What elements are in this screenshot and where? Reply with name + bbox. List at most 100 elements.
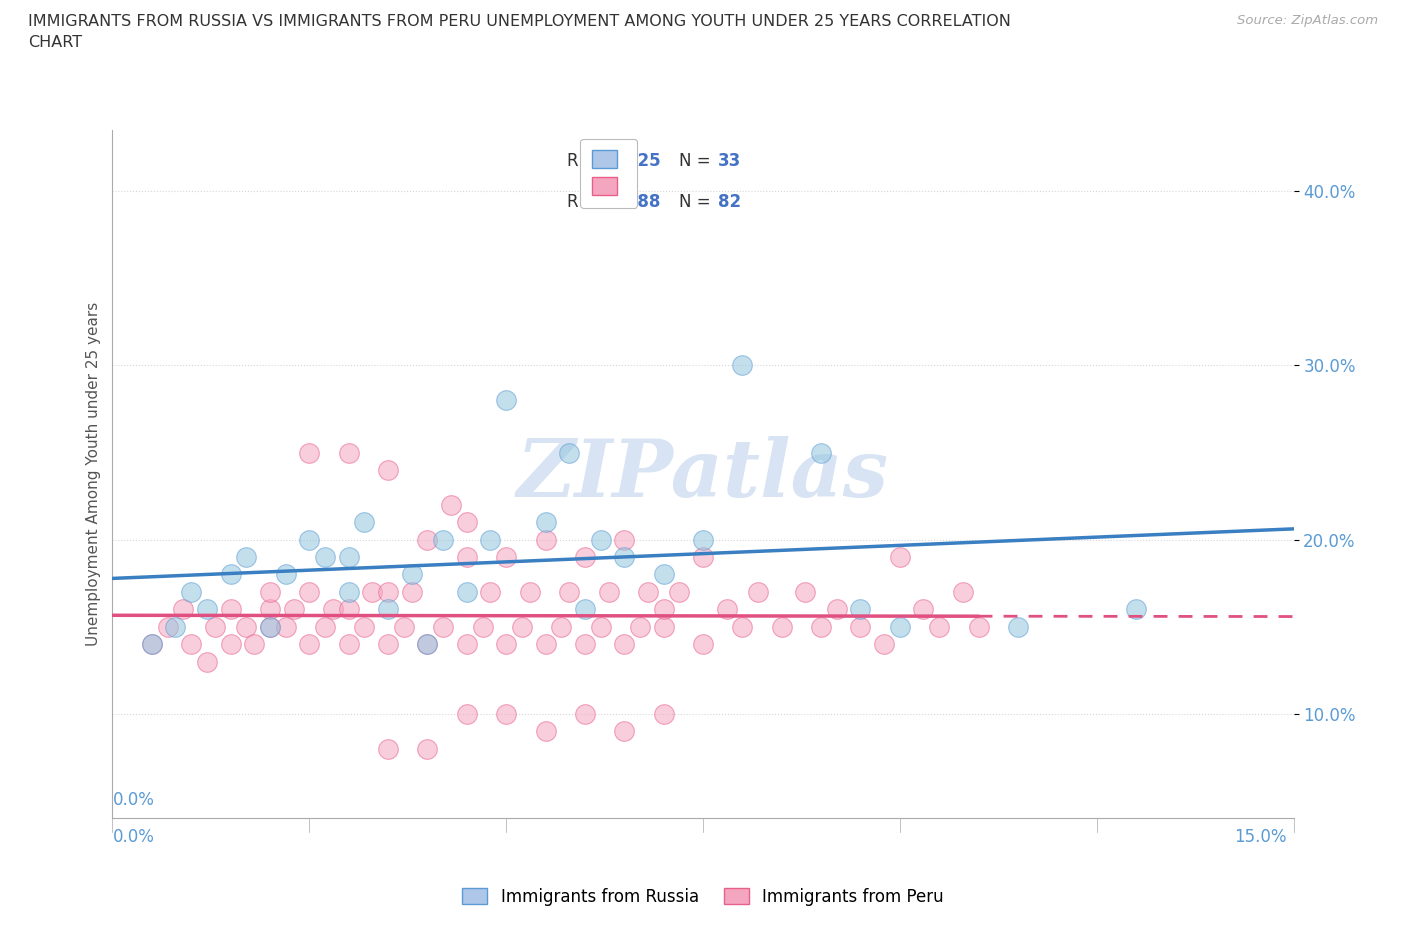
Point: [219, 602, 242, 617]
Point: [141, 637, 163, 652]
Point: [298, 584, 321, 599]
Point: [337, 445, 360, 460]
Point: [952, 584, 974, 599]
Point: [259, 619, 281, 634]
Point: [283, 602, 305, 617]
Point: [589, 532, 612, 547]
Point: [613, 550, 636, 565]
Point: [456, 637, 478, 652]
Point: [479, 532, 502, 547]
Point: [574, 602, 596, 617]
Point: [1125, 602, 1147, 617]
Text: Source: ZipAtlas.com: Source: ZipAtlas.com: [1237, 14, 1378, 27]
Point: [849, 619, 872, 634]
Point: [219, 567, 242, 582]
Point: [534, 532, 557, 547]
Point: [432, 532, 454, 547]
Point: [495, 637, 517, 652]
Point: [259, 602, 281, 617]
Point: [416, 637, 439, 652]
Point: [849, 602, 872, 617]
Point: [401, 567, 423, 582]
Point: [534, 724, 557, 738]
Text: 0.425: 0.425: [609, 153, 661, 170]
Point: [337, 550, 360, 565]
Point: [692, 637, 714, 652]
Point: [337, 584, 360, 599]
Point: [668, 584, 690, 599]
Text: IMMIGRANTS FROM RUSSIA VS IMMIGRANTS FROM PERU UNEMPLOYMENT AMONG YOUTH UNDER 25: IMMIGRANTS FROM RUSSIA VS IMMIGRANTS FRO…: [28, 14, 1011, 29]
Point: [613, 724, 636, 738]
Point: [558, 445, 581, 460]
Point: [652, 707, 675, 722]
Point: [889, 550, 911, 565]
Point: [598, 584, 620, 599]
Point: [652, 619, 675, 634]
Point: [1007, 619, 1029, 634]
Point: [377, 584, 399, 599]
Point: [534, 637, 557, 652]
Point: [889, 619, 911, 634]
Point: [337, 602, 360, 617]
Text: 33: 33: [718, 153, 741, 170]
Point: [692, 550, 714, 565]
Point: [550, 619, 572, 634]
Point: [613, 637, 636, 652]
Point: [628, 619, 651, 634]
Point: [613, 532, 636, 547]
Point: [928, 619, 950, 634]
Point: [495, 707, 517, 722]
Point: [377, 741, 399, 756]
Text: 15.0%: 15.0%: [1234, 828, 1286, 845]
Point: [377, 637, 399, 652]
Legend: , : ,: [581, 139, 637, 207]
Point: [495, 550, 517, 565]
Point: [810, 619, 832, 634]
Point: [401, 584, 423, 599]
Point: [510, 619, 533, 634]
Point: [770, 619, 793, 634]
Point: [204, 619, 226, 634]
Point: [298, 445, 321, 460]
Point: [574, 637, 596, 652]
Point: [195, 602, 218, 617]
Point: [519, 584, 541, 599]
Point: [156, 619, 179, 634]
Point: [274, 619, 297, 634]
Point: [810, 445, 832, 460]
Point: [235, 550, 257, 565]
Point: [219, 637, 242, 652]
Point: [298, 532, 321, 547]
Point: [652, 567, 675, 582]
Point: [416, 741, 439, 756]
Text: R =: R =: [567, 153, 603, 170]
Point: [243, 637, 266, 652]
Point: [967, 619, 990, 634]
Point: [574, 550, 596, 565]
Text: N =: N =: [679, 193, 716, 211]
Point: [794, 584, 817, 599]
Point: [534, 515, 557, 530]
Point: [731, 358, 754, 373]
Text: 0.0%: 0.0%: [112, 790, 155, 809]
Point: [298, 637, 321, 652]
Point: [165, 619, 187, 634]
Y-axis label: Unemployment Among Youth under 25 years: Unemployment Among Youth under 25 years: [86, 302, 101, 646]
Point: [731, 619, 754, 634]
Point: [314, 550, 336, 565]
Point: [416, 532, 439, 547]
Point: [274, 567, 297, 582]
Point: [912, 602, 935, 617]
Text: 82: 82: [718, 193, 741, 211]
Point: [747, 584, 769, 599]
Point: [195, 654, 218, 669]
Text: 0.0%: 0.0%: [112, 828, 155, 845]
Point: [456, 584, 478, 599]
Point: [377, 602, 399, 617]
Point: [361, 584, 384, 599]
Point: [558, 584, 581, 599]
Point: [440, 498, 463, 512]
Text: N =: N =: [679, 153, 716, 170]
Point: [716, 602, 738, 617]
Point: [574, 707, 596, 722]
